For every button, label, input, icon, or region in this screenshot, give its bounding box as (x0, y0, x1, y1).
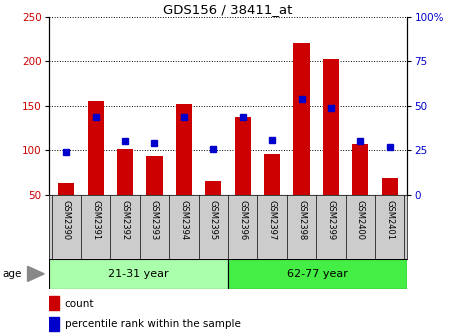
Bar (352, 144, 369, 195)
Text: GSM2401: GSM2401 (385, 200, 394, 240)
Text: age: age (2, 269, 22, 279)
Text: percentile rank within the sample: percentile rank within the sample (65, 319, 241, 329)
Bar (205, 181, 221, 195)
Bar (235, 117, 251, 195)
Text: GSM2400: GSM2400 (356, 200, 365, 240)
Text: GSM2397: GSM2397 (268, 200, 277, 240)
Text: GSM2393: GSM2393 (150, 200, 159, 240)
Bar (49, 296, 59, 310)
Text: 21-31 year: 21-31 year (108, 269, 169, 279)
Bar (49, 259, 228, 289)
Text: 62-77 year: 62-77 year (288, 269, 348, 279)
Bar (323, 59, 339, 195)
Text: GSM2395: GSM2395 (209, 200, 218, 240)
Text: GSM2391: GSM2391 (91, 200, 100, 240)
Text: count: count (65, 299, 94, 308)
Bar (58, 183, 75, 195)
Bar (49, 317, 59, 331)
Text: GSM2390: GSM2390 (62, 200, 71, 240)
Text: GSM2398: GSM2398 (297, 200, 306, 240)
Text: GSM2399: GSM2399 (326, 200, 336, 240)
Bar (176, 104, 192, 195)
Bar (264, 154, 280, 195)
Polygon shape (28, 266, 44, 282)
Title: GDS156 / 38411_at: GDS156 / 38411_at (163, 3, 293, 16)
Bar (228, 259, 407, 289)
Text: GSM2394: GSM2394 (179, 200, 188, 240)
Text: GSM2392: GSM2392 (120, 200, 130, 240)
Bar (146, 156, 163, 195)
Bar (382, 178, 398, 195)
Bar (294, 43, 310, 195)
Text: GSM2396: GSM2396 (238, 200, 247, 240)
Bar (88, 101, 104, 195)
Bar (117, 150, 133, 195)
